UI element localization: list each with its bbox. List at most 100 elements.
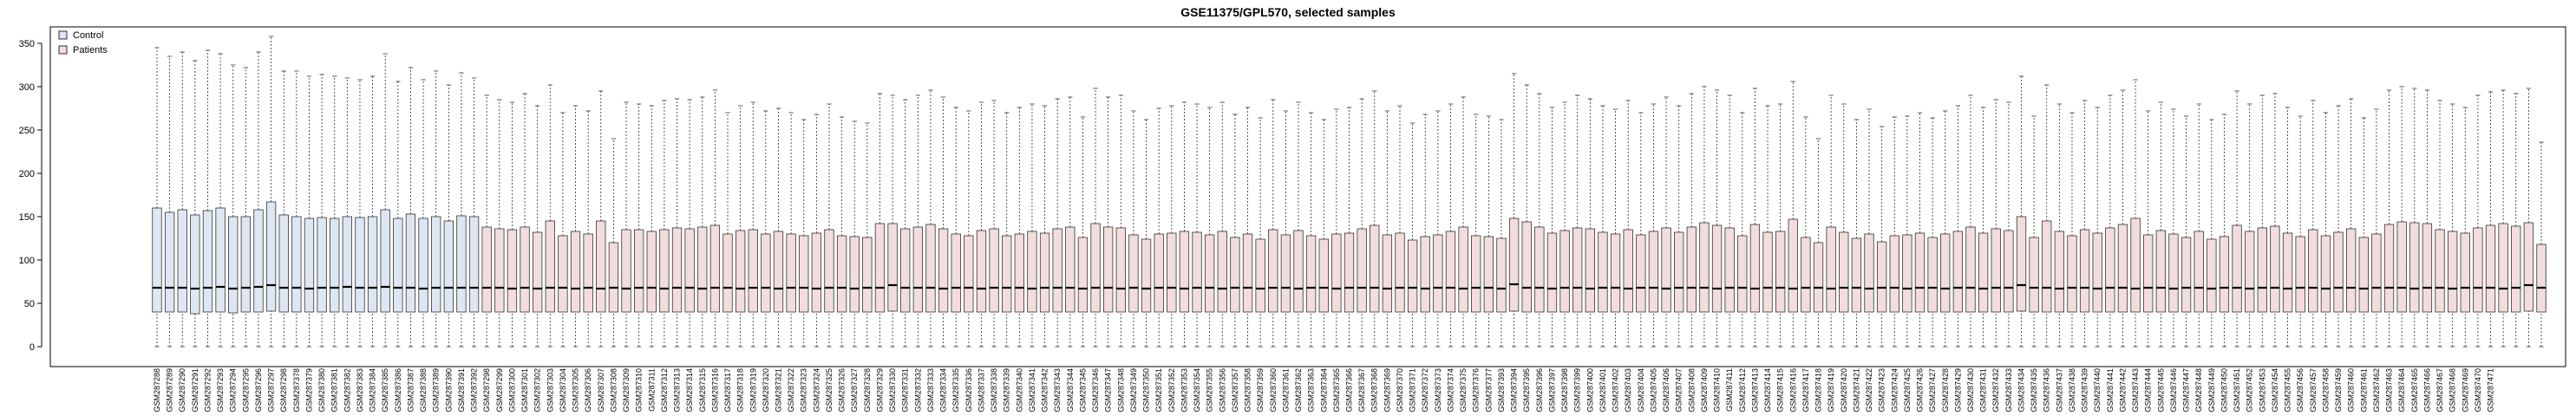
box [1204,107,1215,348]
x-tick-label: GSM287296 [254,368,263,413]
box [596,90,606,348]
box [761,110,771,348]
box [1014,107,1024,348]
box-body [2092,232,2102,313]
box-body [1090,223,1101,313]
box-body [1978,232,1989,313]
box [2473,94,2483,348]
box [1496,119,1507,348]
box-body [1115,227,1126,313]
box-body [468,216,480,313]
x-tick-label: GSM287334 [939,368,948,413]
box-body [1788,218,1798,313]
box [887,94,898,348]
legend: Control Patients [58,30,108,55]
box-body [1762,231,1773,313]
box [824,103,834,348]
box [1534,93,1545,348]
box [1775,103,1786,348]
box-body [2308,229,2318,313]
box [2460,107,2470,348]
box-body [228,216,239,314]
box-body [2219,236,2230,313]
box [621,101,631,348]
box-body [671,227,683,313]
box-body [1572,227,1583,313]
box-body [1293,230,1304,313]
box [659,100,670,348]
box-body [1952,231,1964,313]
box [1546,107,1558,348]
box [1801,116,1811,348]
x-tick-label: GSM287401 [1599,368,1607,413]
legend-label-control: Control [73,30,103,41]
box [2168,108,2179,348]
box-body [1433,234,1443,313]
x-tick-label: GSM287380 [317,368,326,413]
box-body [1002,235,1012,313]
x-tick-label: GSM287405 [1649,368,1657,413]
box-body [1318,238,1329,313]
box [1572,94,1583,348]
x-tick-label: GSM287295 [241,368,250,413]
box [684,99,695,348]
x-tick-label: GSM287397 [1547,368,1556,413]
box [177,51,187,348]
x-tick-label: GSM287378 [292,368,301,413]
box-body [2079,229,2090,313]
box-body [1065,226,1076,313]
x-tick-label: GSM287429 [1953,368,1962,413]
box [786,112,796,348]
box [393,81,403,348]
box-body [964,235,974,313]
box-body [646,231,657,313]
box [418,79,428,348]
x-tick-label: GSM287455 [2284,368,2292,413]
x-tick-label: GSM287392 [470,368,479,413]
box-body [1674,231,1684,313]
x-tick-label: GSM287414 [1763,368,1772,413]
box-body [342,216,352,313]
box-body [2168,233,2179,313]
x-tick-label: GSM287298 [482,368,491,413]
y-tick-label: 250 [19,126,35,136]
box-body [1255,238,1265,313]
x-tick-label: GSM287464 [2397,368,2406,413]
x-tick-label: GSM287389 [432,368,441,413]
box-body [887,223,898,312]
box-body [1027,231,1037,313]
box [1065,96,1076,348]
box [1167,105,1177,348]
box-body [330,218,340,313]
box-body [1826,226,1836,313]
x-tick-label: GSM287317 [723,368,732,413]
box [2257,94,2267,348]
x-tick-label: GSM287366 [1345,368,1354,413]
x-tick-label: GSM287346 [1091,368,1100,413]
x-tick-label: GSM287375 [1459,368,1468,413]
x-tick-label: GSM287320 [762,368,770,413]
box-body [874,223,886,313]
box [330,75,340,348]
x-tick-label: GSM287350 [1142,368,1151,413]
box-body [558,235,568,313]
box-body [2180,237,2192,313]
x-tick-label: GSM287411 [1725,368,1734,412]
box [1458,96,1468,348]
y-tick-label: 150 [19,212,35,223]
x-tick-label: GSM287427 [1928,368,1937,413]
box [405,67,416,348]
box-body [2498,223,2508,313]
box-body [2004,230,2014,313]
box [2396,86,2407,348]
box-body [2435,229,2445,313]
box-body [735,230,746,313]
box-body [2371,233,2382,313]
box-body [2511,225,2521,313]
box [989,100,999,348]
x-tick-label: GSM287326 [838,368,847,413]
box [342,77,352,348]
x-tick-label: GSM287450 [2220,368,2228,413]
box [2029,115,2039,348]
